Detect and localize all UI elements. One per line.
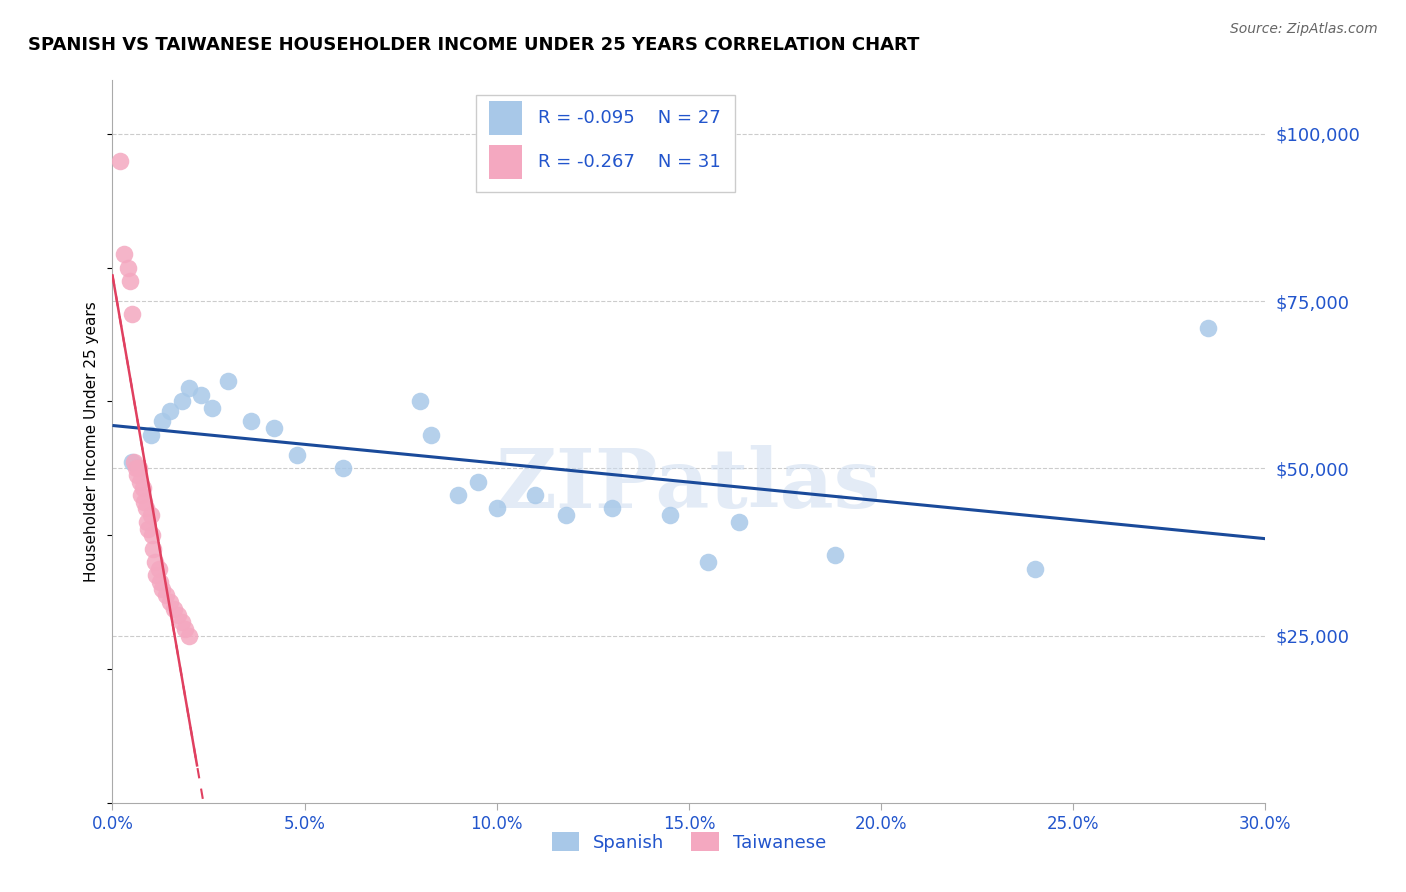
Point [121, 454, 143, 469]
Point [132, 482, 155, 496]
Legend: Spanish, Taiwanese: Spanish, Taiwanese [544, 825, 834, 859]
Point [170, 615, 193, 630]
Point [139, 508, 162, 523]
Point [555, 508, 578, 523]
Point [142, 541, 165, 556]
Point [141, 528, 163, 542]
Point [332, 461, 354, 475]
Point [166, 608, 188, 623]
Point [159, 595, 181, 609]
Point [600, 501, 623, 516]
Bar [489, 145, 522, 179]
Point [239, 414, 262, 428]
Point [127, 467, 149, 482]
Point [135, 501, 157, 516]
Point [124, 461, 146, 475]
Point [420, 427, 443, 442]
Point [485, 501, 508, 516]
Point [658, 508, 681, 523]
Point [149, 575, 172, 590]
Bar [489, 101, 522, 136]
Point [122, 454, 145, 469]
Point [190, 387, 212, 401]
Point [121, 307, 143, 321]
FancyBboxPatch shape [475, 95, 735, 193]
Text: SPANISH VS TAIWANESE HOUSEHOLDER INCOME UNDER 25 YEARS CORRELATION CHART: SPANISH VS TAIWANESE HOUSEHOLDER INCOME … [28, 36, 920, 54]
Point [108, 153, 131, 168]
Point [697, 555, 720, 569]
Point [201, 401, 224, 416]
Point [134, 494, 156, 508]
Point [148, 562, 170, 576]
Point [163, 602, 186, 616]
Point [139, 427, 162, 442]
Point [447, 488, 470, 502]
Point [117, 260, 139, 275]
Text: Source: ZipAtlas.com: Source: ZipAtlas.com [1230, 22, 1378, 37]
Y-axis label: Householder Income Under 25 years: Householder Income Under 25 years [84, 301, 100, 582]
Text: R = -0.095    N = 27: R = -0.095 N = 27 [538, 109, 721, 127]
Point [136, 521, 159, 535]
Point [263, 421, 285, 435]
Point [409, 394, 432, 409]
Point [118, 274, 141, 288]
Point [129, 475, 152, 489]
Point [285, 448, 308, 462]
Point [179, 381, 201, 395]
Point [129, 488, 153, 502]
Point [128, 461, 150, 475]
Point [136, 515, 159, 529]
Text: R = -0.267    N = 31: R = -0.267 N = 31 [538, 153, 721, 171]
Point [152, 414, 174, 428]
Point [170, 394, 193, 409]
Point [159, 404, 181, 418]
Point [152, 582, 174, 596]
Text: ZIPatlas: ZIPatlas [496, 445, 882, 524]
Point [174, 622, 197, 636]
Point [217, 375, 239, 389]
Point [728, 515, 751, 529]
Point [179, 628, 201, 642]
Point [824, 548, 846, 563]
Point [1024, 562, 1046, 576]
Point [524, 488, 547, 502]
Point [1197, 320, 1219, 334]
Point [145, 568, 167, 582]
Point [155, 589, 177, 603]
Point [112, 247, 135, 261]
Point [467, 475, 489, 489]
Point [143, 555, 166, 569]
